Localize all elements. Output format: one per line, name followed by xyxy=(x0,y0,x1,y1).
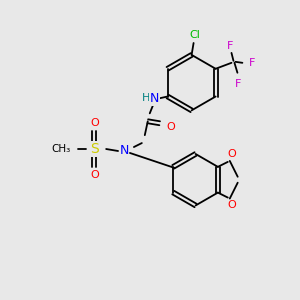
Text: O: O xyxy=(227,149,236,159)
Text: Cl: Cl xyxy=(189,30,200,40)
Text: S: S xyxy=(90,142,99,156)
Text: O: O xyxy=(90,170,99,180)
Text: F: F xyxy=(235,79,242,88)
Text: H: H xyxy=(142,94,150,103)
Text: F: F xyxy=(249,58,256,68)
Text: N: N xyxy=(150,92,159,105)
Text: O: O xyxy=(90,118,99,128)
Text: O: O xyxy=(166,122,175,132)
Text: O: O xyxy=(227,200,236,211)
Text: CH₃: CH₃ xyxy=(51,144,70,154)
Text: N: N xyxy=(119,145,129,158)
Text: F: F xyxy=(227,41,234,51)
